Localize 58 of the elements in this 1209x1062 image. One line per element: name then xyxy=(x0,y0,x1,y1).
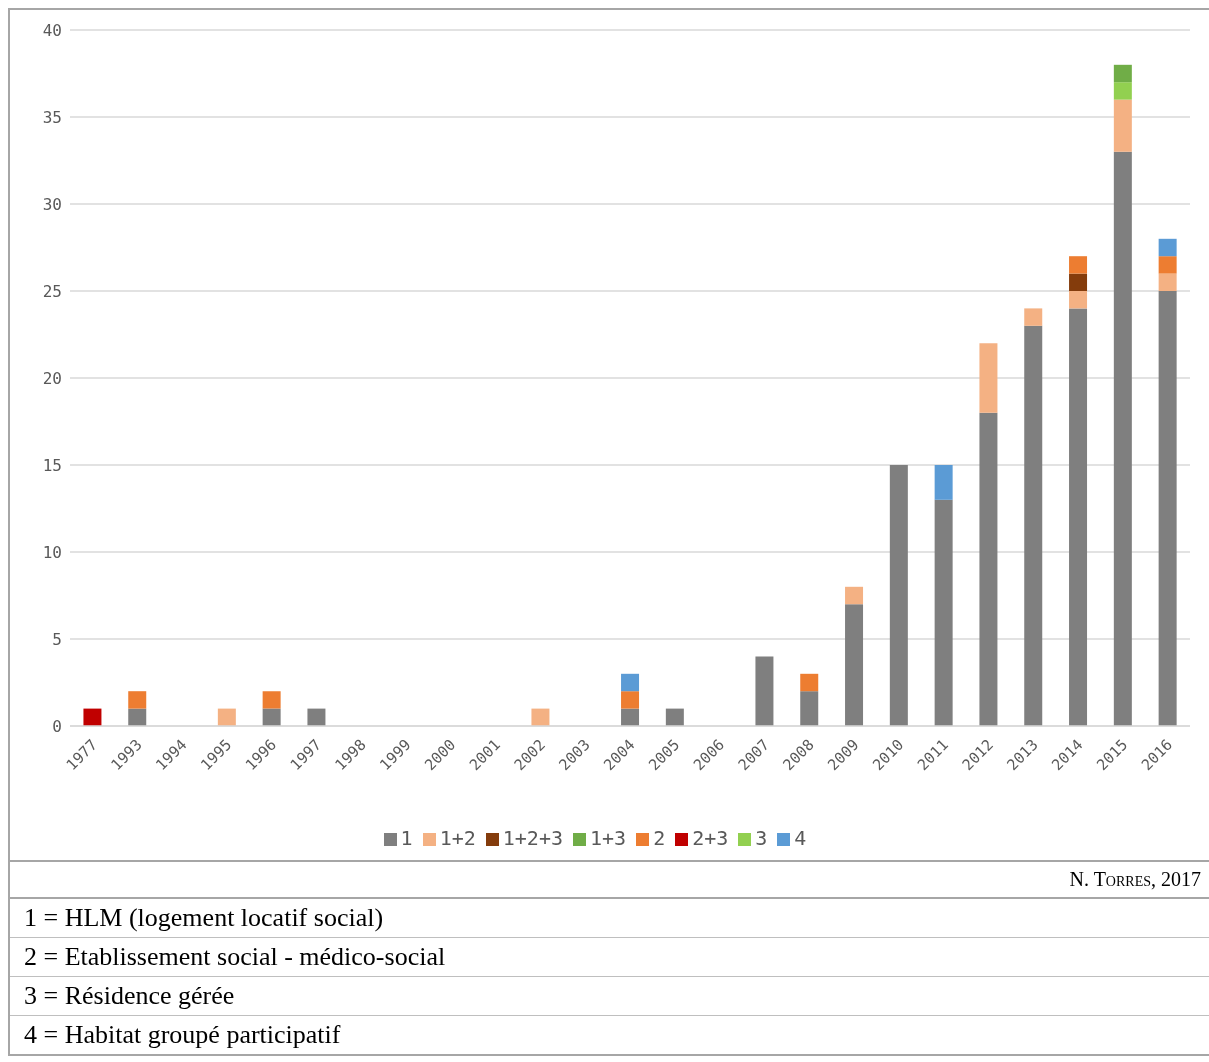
y-tick-label: 15 xyxy=(42,455,62,475)
y-tick-label: 20 xyxy=(42,368,62,388)
bar xyxy=(1113,99,1132,152)
bar xyxy=(1113,82,1132,100)
bar xyxy=(665,708,684,726)
bar xyxy=(934,499,953,726)
bar xyxy=(800,691,819,726)
y-tick-label: 5 xyxy=(52,629,62,649)
bar xyxy=(1158,273,1177,291)
y-tick-label: 0 xyxy=(52,716,62,736)
y-tick-label: 40 xyxy=(42,20,62,40)
bar xyxy=(1113,151,1132,726)
text: 2 = Etablissement social - médico-social xyxy=(10,938,1209,977)
bar xyxy=(621,691,640,709)
y-tick-label: 25 xyxy=(42,281,62,301)
legend-label: 3 xyxy=(755,826,768,850)
bar xyxy=(621,708,640,726)
bar xyxy=(934,465,953,500)
bar xyxy=(845,586,864,605)
bar xyxy=(307,708,326,726)
bar xyxy=(1069,308,1088,726)
bar xyxy=(1024,325,1043,726)
legend-label: 4 xyxy=(794,826,807,850)
bar xyxy=(845,604,864,726)
y-tick-label: 30 xyxy=(42,194,62,214)
legend-label: 1+3 xyxy=(590,826,627,850)
bar xyxy=(262,708,281,726)
bar xyxy=(800,673,819,692)
text: 3 = Résidence gérée xyxy=(10,977,1209,1016)
bar xyxy=(1158,291,1177,726)
bar xyxy=(1158,238,1177,257)
y-tick-label: 35 xyxy=(42,107,62,127)
bar xyxy=(83,708,102,726)
bar xyxy=(1158,256,1177,274)
legend-label: 1 xyxy=(400,826,413,850)
bar xyxy=(128,691,147,709)
bar xyxy=(755,656,774,726)
bar xyxy=(1069,291,1088,309)
bar xyxy=(979,412,998,726)
text: N. Torres, 2017 xyxy=(10,860,1209,899)
bar xyxy=(1024,308,1043,326)
bar xyxy=(621,673,640,692)
legend-label: 2+3 xyxy=(692,826,729,850)
bar xyxy=(531,708,550,726)
legend-label: 1+2+3 xyxy=(502,826,563,850)
bar xyxy=(217,708,236,726)
bar xyxy=(1113,64,1132,83)
bar xyxy=(1069,256,1088,274)
bar xyxy=(1069,273,1088,291)
y-tick-label: 10 xyxy=(42,542,62,562)
bar xyxy=(889,465,908,726)
text: 1 = HLM (logement locatif social) xyxy=(10,899,1209,938)
legend-label: 1+2 xyxy=(439,826,476,850)
text: 4 = Habitat groupé participatif xyxy=(23,1019,342,1051)
bar xyxy=(128,708,147,726)
legend-label: 2 xyxy=(653,826,666,850)
bar xyxy=(262,691,281,709)
bar xyxy=(979,343,998,413)
